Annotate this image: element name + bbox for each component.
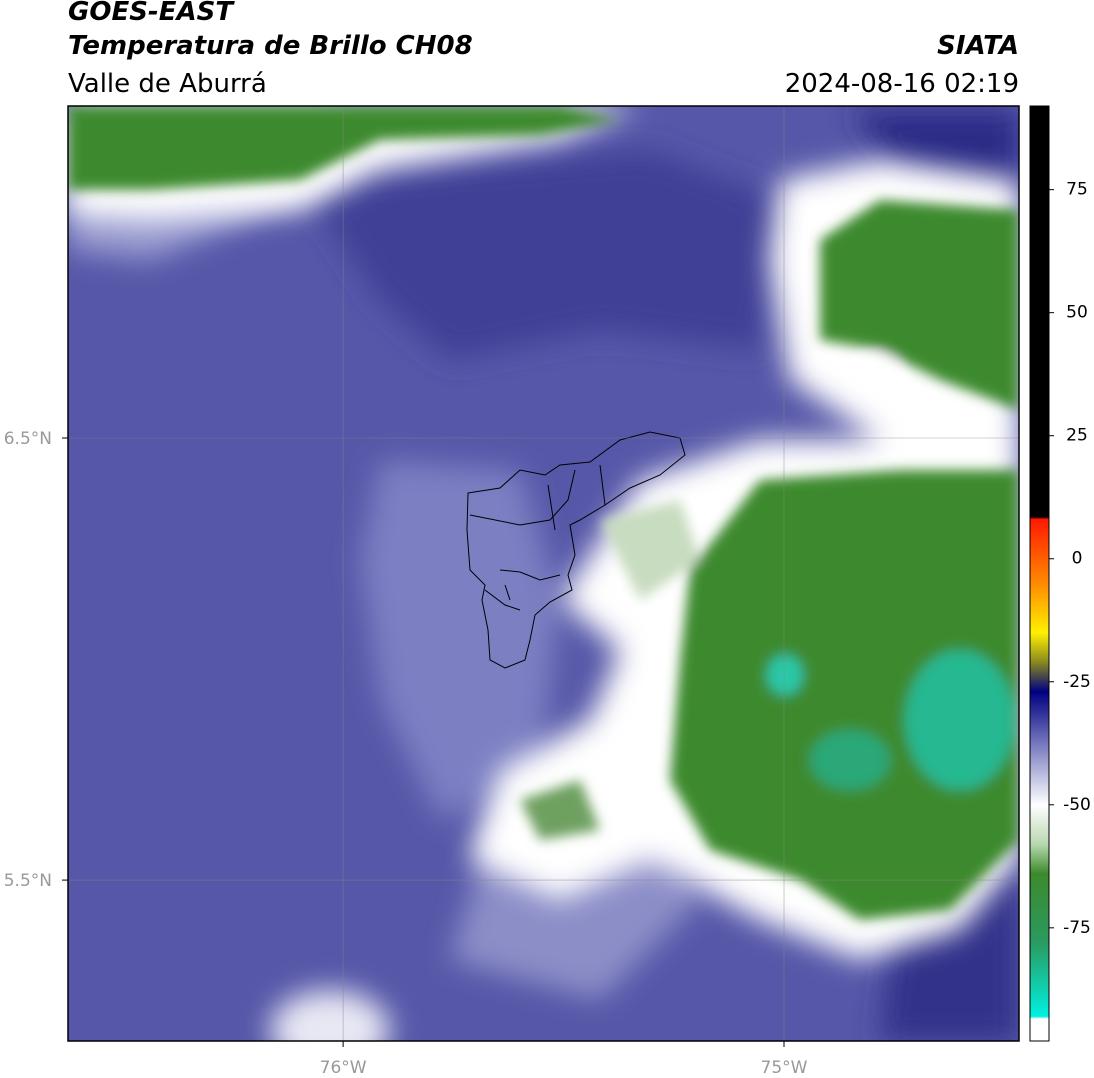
map-field — [68, 106, 1019, 1041]
colorbar-tick-label: 50 — [1066, 303, 1088, 323]
colorbar — [1029, 105, 1050, 1042]
region: Valle de Aburrá — [68, 69, 267, 99]
y-tick-label: 6.5°N — [4, 429, 52, 449]
colorbar-tick-label: -25 — [1063, 672, 1091, 692]
y-tick-label: 5.5°N — [4, 871, 52, 891]
colorbar-tick-label: 75 — [1066, 180, 1088, 200]
title: GOES-EAST — [68, 0, 235, 27]
datetime: 2024-08-16 02:19 — [785, 69, 1019, 99]
map-frame — [67, 105, 1020, 1042]
colorbar-tick-label: -75 — [1063, 918, 1091, 938]
colorbar-tick-label: -50 — [1063, 795, 1091, 815]
source: SIATA — [937, 31, 1019, 61]
subtitle: Temperatura de Brillo CH08 — [68, 31, 473, 61]
x-tick-label: 75°W — [761, 1058, 808, 1078]
municipal-boundaries — [466, 431, 686, 669]
colorbar-tick-label: 0 — [1072, 549, 1083, 569]
colorbar-tick-label: 25 — [1066, 426, 1088, 446]
x-tick-label: 76°W — [320, 1058, 367, 1078]
